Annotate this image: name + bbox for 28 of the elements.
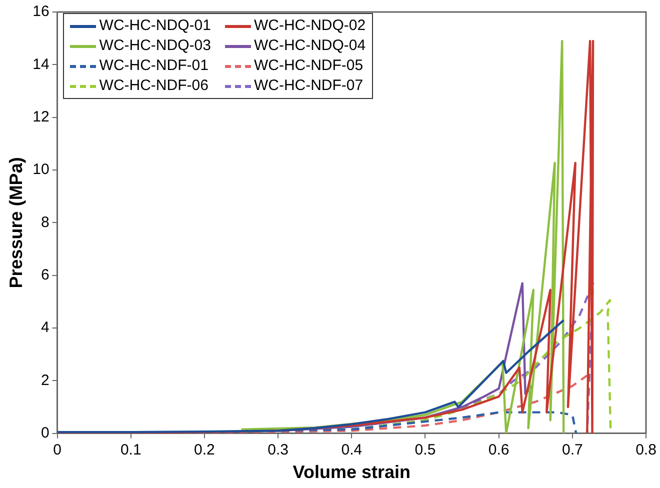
x-tick-label: 0.8	[636, 442, 656, 459]
y-tick-label: 10	[32, 161, 50, 178]
legend-label: WC-HC-NDF-05	[254, 56, 364, 76]
x-tick-label: 0.4	[341, 442, 362, 459]
x-tick-label: 0.1	[120, 442, 142, 459]
x-tick-label: 0.2	[194, 442, 215, 459]
y-tick-label: 0	[40, 424, 50, 442]
x-tick-label: 0.7	[562, 442, 583, 459]
legend-label: WC-HC-NDF-01	[99, 56, 208, 76]
legend-label: WC-HC-NDQ-02	[254, 16, 366, 36]
legend-label: WC-HC-NDQ-04	[254, 36, 366, 56]
y-tick-label: 12	[32, 108, 50, 126]
legend-label: WC-HC-NDF-07	[254, 76, 364, 96]
legend-label: WC-HC-NDQ-03	[99, 36, 211, 56]
y-axis-title: Pressure (MPa)	[6, 157, 26, 288]
y-tick-label: 8	[40, 214, 50, 231]
x-tick-label: 0.6	[488, 442, 510, 459]
x-tick-label: 0	[53, 442, 62, 459]
y-tick-label: 2	[40, 372, 50, 389]
legend-label: WC-HC-NDF-06	[99, 76, 208, 96]
y-tick-label: 16	[32, 3, 50, 20]
y-tick-label: 14	[32, 56, 50, 73]
x-tick-label: 0.3	[268, 442, 288, 459]
y-tick-label: 6	[40, 266, 50, 284]
legend-label: WC-HC-NDQ-01	[99, 16, 211, 36]
x-axis-title: Volume strain	[292, 462, 410, 482]
x-tick-label: 0.5	[414, 442, 436, 459]
y-tick-label: 4	[40, 319, 50, 336]
